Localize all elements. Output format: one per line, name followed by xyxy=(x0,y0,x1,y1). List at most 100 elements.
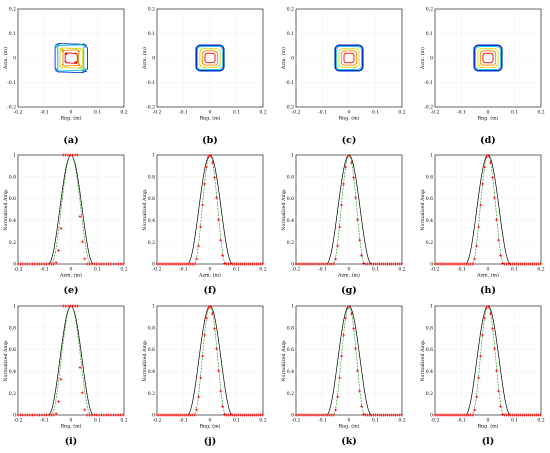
y-tick-label: 0.2 xyxy=(287,7,294,13)
y-tick-label: 0 xyxy=(152,56,155,62)
data-point-marker xyxy=(217,218,221,222)
y-tick-label: 0.2 xyxy=(426,240,433,246)
x-tick-label: -0.1 xyxy=(179,110,188,116)
x-tick-label: 0 xyxy=(70,267,73,273)
data-point-marker xyxy=(475,244,479,248)
y-tick-label: 0 xyxy=(291,413,294,419)
x-tick-label: 0 xyxy=(70,110,73,116)
x-tick-label: 0.1 xyxy=(233,267,240,273)
data-point-marker xyxy=(473,408,477,412)
data-point-marker xyxy=(203,182,207,186)
data-point-marker xyxy=(471,262,475,266)
y-tick-label: -0.1 xyxy=(146,80,155,86)
y-tick-label: 0 xyxy=(152,413,155,419)
data-point-marker xyxy=(332,413,336,417)
y-tick-label: 0.4 xyxy=(287,218,294,224)
data-point-marker xyxy=(54,412,58,416)
y-tick-label: 0.1 xyxy=(148,31,155,37)
x-tick-label: 0.2 xyxy=(120,267,127,273)
panel-label: (e) xyxy=(63,285,78,296)
data-point-marker xyxy=(209,153,213,157)
data-point-marker xyxy=(356,218,360,222)
data-point-marker xyxy=(215,347,219,351)
x-tick-label: -0.1 xyxy=(318,110,327,116)
contour-line xyxy=(58,47,84,69)
data-point-marker xyxy=(360,253,364,257)
data-point-marker xyxy=(121,262,125,266)
data-point-marker xyxy=(76,304,80,308)
data-point-marker xyxy=(350,161,354,165)
data-point-marker xyxy=(195,257,199,261)
x-tick-label: -0.1 xyxy=(318,418,327,424)
panel-label: (j) xyxy=(204,436,216,447)
y-axis-label: Normalized Amp. xyxy=(281,339,287,382)
data-point-marker xyxy=(219,389,223,393)
x-tick-label: 0.1 xyxy=(233,110,240,116)
data-point-marker xyxy=(538,262,542,266)
x-tick-label: -0.2 xyxy=(292,267,301,273)
data-point-marker xyxy=(59,377,63,381)
panel-label: (f) xyxy=(203,285,216,296)
panel-f: -0.2 -0.1 0 0.1 0.2 0 0.2 0.4 0.6 0.8 1 Azm. (m) Nor… xyxy=(142,153,267,296)
contour-line xyxy=(475,46,501,70)
contour-line xyxy=(479,50,497,66)
contour-line xyxy=(477,48,499,68)
x-tick-label: 0 xyxy=(209,418,212,424)
data-point-marker xyxy=(491,327,495,331)
y-tick-label: 1 xyxy=(152,153,155,159)
data-point-marker xyxy=(346,155,350,159)
y-tick-label: -0.1 xyxy=(285,80,294,86)
data-point-marker xyxy=(358,389,362,393)
data-point-marker xyxy=(487,153,491,157)
y-tick-label: 0.4 xyxy=(9,218,16,224)
y-tick-label: 0.6 xyxy=(287,196,294,202)
y-tick-label: 0.1 xyxy=(9,31,16,37)
x-tick-label: 0.1 xyxy=(94,418,101,424)
y-tick-label: 1 xyxy=(291,153,294,159)
x-tick-label: 0 xyxy=(348,267,351,273)
x-axis-label: Rng. (m) xyxy=(338,423,359,430)
panel-label: (l) xyxy=(482,436,495,447)
x-tick-label: -0.1 xyxy=(457,267,466,273)
y-tick-label: 0 xyxy=(291,262,294,268)
x-tick-label: 0 xyxy=(70,418,73,424)
data-point-marker xyxy=(399,262,403,266)
x-tick-label: 0.1 xyxy=(372,110,379,116)
contour-line xyxy=(195,44,225,72)
x-tick-label: 0.2 xyxy=(398,418,405,424)
data-point-marker xyxy=(344,316,348,320)
data-point-marker xyxy=(493,196,497,200)
y-tick-label: 0.4 xyxy=(148,218,155,224)
y-tick-label: 0.8 xyxy=(287,325,294,331)
y-tick-label: 0 xyxy=(13,56,16,62)
data-point-marker xyxy=(223,412,227,416)
y-tick-label: 0 xyxy=(430,262,433,268)
data-point-marker xyxy=(354,347,358,351)
y-tick-label: 0.2 xyxy=(148,240,155,246)
data-point-marker xyxy=(348,304,352,308)
contour-line xyxy=(336,46,362,70)
x-axis-label: Azm. (m) xyxy=(59,272,82,279)
x-tick-label: -0.1 xyxy=(179,418,188,424)
y-tick-label: 1 xyxy=(13,304,16,310)
y-tick-label: 0 xyxy=(13,413,16,419)
data-point-marker xyxy=(485,155,489,159)
y-tick-label: 0.2 xyxy=(426,7,433,13)
data-point-marker xyxy=(221,404,225,408)
y-tick-label: 0 xyxy=(152,262,155,268)
x-tick-label: -0.2 xyxy=(431,267,440,273)
y-tick-label: 0.2 xyxy=(9,7,16,13)
data-point-marker xyxy=(219,238,223,242)
data-point-marker xyxy=(475,395,479,399)
y-tick-label: 0.6 xyxy=(9,347,16,353)
data-point-marker xyxy=(481,333,485,337)
data-point-marker xyxy=(477,376,481,380)
data-point-marker xyxy=(201,354,205,358)
data-point-marker xyxy=(78,366,82,370)
x-tick-label: 0.1 xyxy=(511,267,518,273)
data-point-marker xyxy=(197,395,201,399)
panel-c: -0.2 -0.1 0 0.1 0.2 0.2 0.1 0 -0.1 -0.2 Rng. (m) Az… xyxy=(280,7,406,146)
x-axis-label: Rng. (m) xyxy=(477,423,498,430)
data-point-marker xyxy=(473,257,477,261)
y-tick-label: 0 xyxy=(430,56,433,62)
